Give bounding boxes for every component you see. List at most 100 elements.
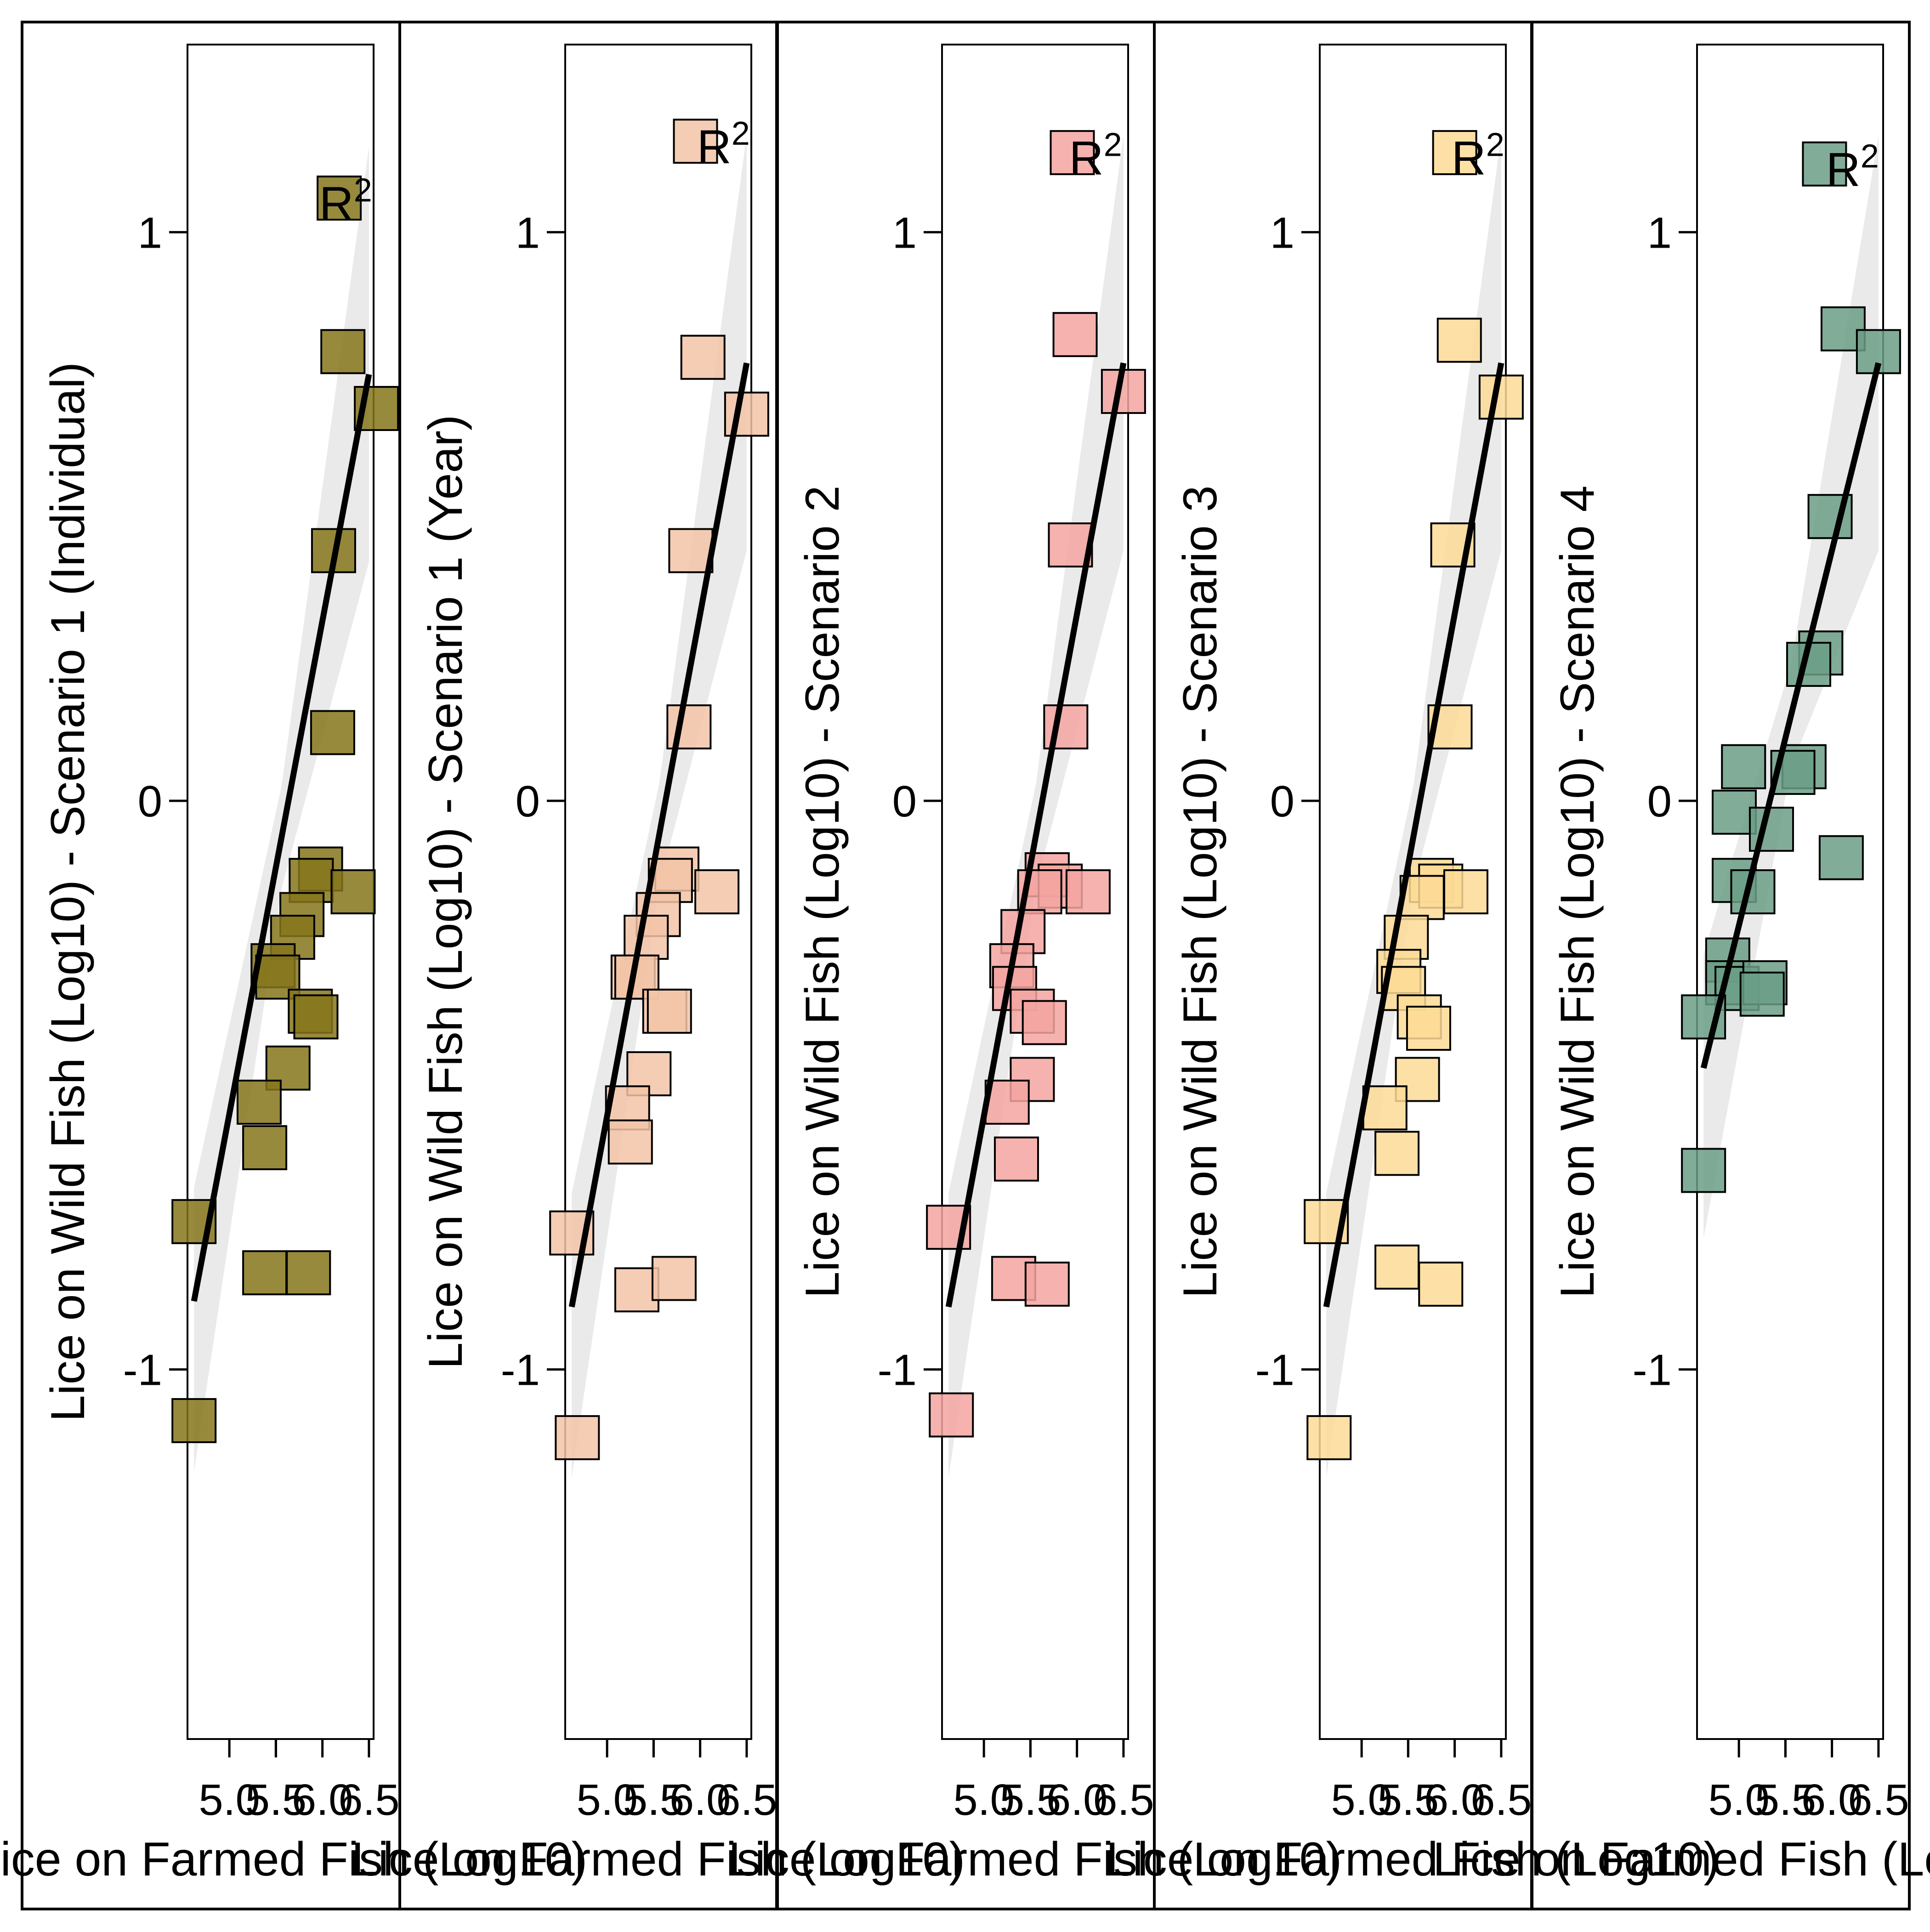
x-axis-title: Lice on Farmed Fish (Log10) [728, 1833, 1342, 1886]
data-point [1022, 1000, 1067, 1045]
y-tick-label: -1 [501, 1346, 540, 1395]
y-tick-label: 1 [892, 208, 917, 257]
data-point [1721, 744, 1766, 789]
x-tick-label: 6.5 [1093, 1775, 1154, 1824]
fit-line [945, 362, 1127, 1308]
data-point [994, 1136, 1039, 1182]
y-axis-title: Lice on Wild Fish (Log10) - Scenario 1 (… [419, 414, 472, 1369]
data-point [668, 528, 714, 573]
x-tick-label: 5.5 [245, 1775, 307, 1824]
x-tick-label: 6.0 [1046, 1775, 1107, 1824]
x-tick-label: 5.5 [1378, 1775, 1439, 1824]
data-point [607, 1119, 653, 1165]
y-tick-label: 1 [516, 208, 540, 257]
confidence-band [194, 147, 369, 1472]
data-point [236, 1079, 282, 1125]
data-point [1802, 141, 1847, 187]
data-point [1681, 1148, 1726, 1193]
x-tick-label: 6.5 [716, 1775, 777, 1824]
data-point [929, 1392, 974, 1438]
x-tick-label: 5.0 [1331, 1775, 1392, 1824]
confidence-band [1326, 136, 1501, 1478]
data-point [680, 334, 726, 380]
x-tick-label: 5.5 [245, 1775, 307, 1824]
data-point [1306, 1415, 1352, 1461]
r2-superscript: 2 [1486, 127, 1504, 164]
x-tick-label: 5.0 [576, 1775, 637, 1824]
y-tick-label: 0 [892, 777, 917, 826]
data-point [330, 869, 376, 914]
data-point [1065, 869, 1111, 914]
x-axis-title: Lice on Farmed Fish (Log10) [352, 1833, 965, 1886]
x-tick-label: 6.0 [1801, 1775, 1862, 1824]
y-tick-label: -1 [123, 1346, 162, 1395]
data-point [614, 1267, 659, 1313]
data-point [286, 1250, 331, 1296]
data-point [310, 710, 355, 755]
x-tick-label: 5.0 [953, 1775, 1014, 1824]
data-point [651, 1256, 697, 1301]
y-axis-title: Lice on Wild Fish (Log10) - Scenario 4 [1551, 486, 1604, 1298]
y-tick-label: -1 [1255, 1346, 1294, 1395]
fit-line [568, 362, 750, 1308]
x-axis-title: Lice on Farmed Fish (Log10) - Ka [1433, 1833, 1930, 1886]
data-point [1050, 130, 1095, 176]
r2-superscript: 2 [354, 172, 372, 209]
fit-line [1700, 362, 1882, 1069]
y-tick-label: 1 [1270, 208, 1294, 257]
data-point [1406, 1006, 1451, 1051]
data-point [1052, 312, 1098, 357]
y-tick-label: 0 [138, 777, 162, 826]
data-point [320, 329, 366, 374]
r2-annotation: R2 [319, 172, 372, 231]
data-point [647, 988, 692, 1034]
x-tick-label: 6.0 [670, 1775, 731, 1824]
data-point [1478, 374, 1524, 420]
data-point [1024, 1261, 1070, 1307]
x-tick-label: 5.5 [1755, 1775, 1816, 1824]
data-point [1436, 317, 1482, 363]
data-point [242, 1250, 288, 1296]
fit-line [191, 374, 372, 1302]
data-point [1432, 130, 1477, 176]
x-tick-label: 6.0 [1424, 1775, 1485, 1824]
r2-superscript: 2 [1861, 138, 1879, 175]
data-point [1374, 1131, 1420, 1176]
x-tick-label: 5.5 [1000, 1775, 1061, 1824]
data-point [1418, 1261, 1464, 1307]
data-point [624, 915, 669, 960]
y-tick-label: 0 [1270, 777, 1294, 826]
data-point [1374, 1244, 1420, 1290]
y-axis-title: Lice on Wild Fish (Log10) - Scenario 2 [796, 486, 849, 1298]
data-point [555, 1415, 600, 1461]
r2-superscript: 2 [1104, 127, 1122, 164]
y-tick-label: 0 [516, 777, 540, 826]
y-tick-label: 1 [138, 208, 162, 257]
y-tick-label: 0 [1647, 777, 1672, 826]
x-tick-label: 6.5 [1848, 1775, 1909, 1824]
x-tick-label: 5.5 [1755, 1775, 1816, 1824]
x-tick-label: 6.5 [1470, 1775, 1532, 1824]
y-tick-label: 1 [1647, 208, 1672, 257]
x-tick-label: 5.0 [1708, 1775, 1769, 1824]
y-axis-title: Lice on Wild Fish (Log10) - Scenario 1 (… [41, 362, 95, 1422]
y-tick-label: -1 [1633, 1346, 1672, 1395]
x-tick-label: 5.0 [199, 1775, 260, 1824]
r2-annotation: R2 [697, 115, 750, 174]
fit-line [1323, 362, 1504, 1308]
data-point [293, 994, 339, 1040]
x-tick-label: 6.5 [338, 1775, 399, 1824]
data-point [242, 1125, 288, 1170]
data-point [694, 869, 740, 914]
x-tick-label: 5.5 [1378, 1775, 1439, 1824]
y-axis-title: Lice on Wild Fish (Log10) - Scenario 3 [1174, 486, 1227, 1298]
data-point [1739, 971, 1785, 1017]
data-point [673, 119, 718, 164]
r2-superscript: 2 [732, 115, 750, 152]
x-axis-title: Lice on Farmed Fish (Log10) [1106, 1833, 1720, 1886]
